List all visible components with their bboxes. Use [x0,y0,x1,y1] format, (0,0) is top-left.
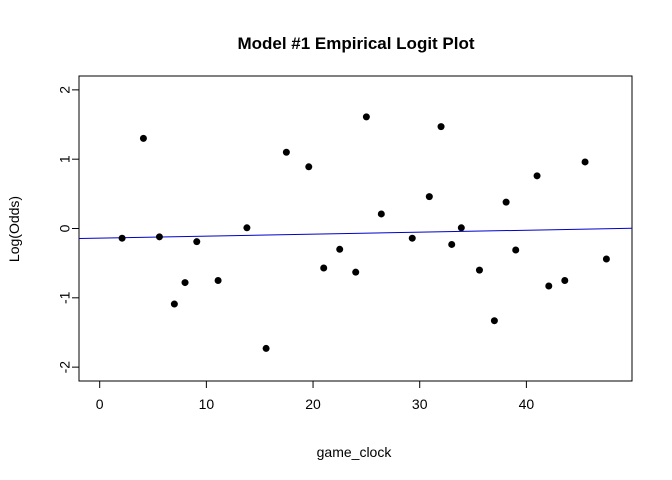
data-point [408,234,416,242]
data-point [139,134,147,142]
x-tick-label: 30 [412,396,428,412]
data-point [118,234,126,242]
x-tick-label: 10 [199,396,215,412]
x-tick-label: 20 [305,396,321,412]
fit-line [78,227,633,239]
data-point [581,158,589,166]
data-point [377,210,385,218]
data-point [425,193,433,201]
data-point [362,113,370,121]
y-tick-label: 0 [57,224,73,232]
data-point [305,163,313,171]
chart-title: Model #1 Empirical Logit Plot [237,34,474,53]
x-tick-label: 0 [96,396,104,412]
data-point [320,264,328,272]
data-point [561,276,569,284]
data-point [545,282,553,290]
data-point [262,344,270,352]
data-point [602,255,610,263]
data-point [533,172,541,180]
data-point [502,198,510,206]
data-point [193,238,201,246]
data-point [214,276,222,284]
data-point [282,148,290,156]
points-layer [118,113,610,352]
x-tick-label: 40 [519,396,535,412]
data-point [336,245,344,253]
data-point [181,279,189,287]
data-point [448,240,456,248]
y-tick-label: 2 [57,86,73,94]
y-tick-label: -1 [57,291,73,304]
data-point [352,268,360,276]
y-axis-label: Log(Odds) [6,196,22,262]
fit-line-layer [78,227,633,239]
x-axis-label: game_clock [317,444,393,460]
plot-frame [78,75,633,382]
y-tick-label: 1 [57,155,73,163]
y-tick-label: -2 [57,361,73,374]
data-point [475,266,483,274]
data-point [490,317,498,325]
y-axis: -2 -1 0 1 2 [57,86,80,374]
data-point [243,224,251,232]
data-point [512,246,520,254]
data-point [437,123,445,131]
data-point [457,224,465,232]
data-point [170,300,178,308]
x-axis: 0 10 20 30 40 [96,380,535,412]
data-point [155,233,163,241]
